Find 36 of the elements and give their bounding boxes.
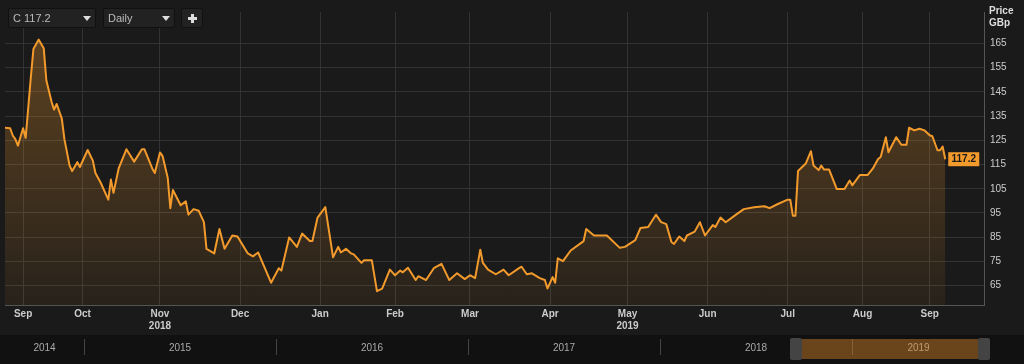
y-tick-label: 165	[990, 37, 1008, 49]
y-tick-label: 105	[990, 182, 1008, 194]
x-tick-label: Jun	[698, 307, 717, 319]
y-tick-label: 95	[990, 206, 1002, 218]
symbol-dropdown: C 117.2	[8, 8, 96, 28]
x-tick-label: Sep	[920, 307, 939, 319]
x-tick-label: May 2019	[616, 307, 640, 331]
text: 2016	[359, 342, 385, 353]
x-tick-label: Feb	[386, 307, 404, 319]
x-tick-label: Apr	[541, 307, 559, 319]
x-tick-label: Sep	[13, 307, 33, 319]
x-tick-label: Nov 2018	[148, 307, 172, 331]
x-tick-label: Aug	[852, 307, 873, 319]
y-tick-label: 145	[990, 85, 1008, 97]
text: 2018	[743, 342, 769, 353]
text: 2015	[167, 342, 193, 353]
annotation: 117.2	[951, 152, 977, 164]
text: 2019	[906, 342, 931, 353]
y-tick-label: 85	[990, 230, 1002, 242]
interval-dropdown: Daily	[103, 8, 175, 28]
y-tick-label: 75	[990, 255, 1002, 267]
y-tick-label: 125	[990, 134, 1008, 146]
y-axis-title: Price GBp	[989, 4, 1014, 28]
annotation: C 117.2	[13, 12, 51, 24]
y-tick-label: 115	[990, 158, 1007, 170]
text: 2014	[32, 342, 57, 353]
x-tick-label: Jan	[311, 307, 329, 319]
y-tick-label: 135	[990, 109, 1008, 121]
x-tick-label: Mar	[461, 307, 479, 319]
x-tick-label: Jul	[780, 307, 796, 319]
y-tick-label: 155	[990, 61, 1008, 73]
text: 2017	[551, 342, 577, 353]
x-tick-label: Oct	[74, 307, 92, 319]
annotation: Daily	[108, 12, 133, 24]
y-tick-label: 65	[990, 279, 1002, 291]
x-tick-label: Dec	[230, 307, 250, 319]
